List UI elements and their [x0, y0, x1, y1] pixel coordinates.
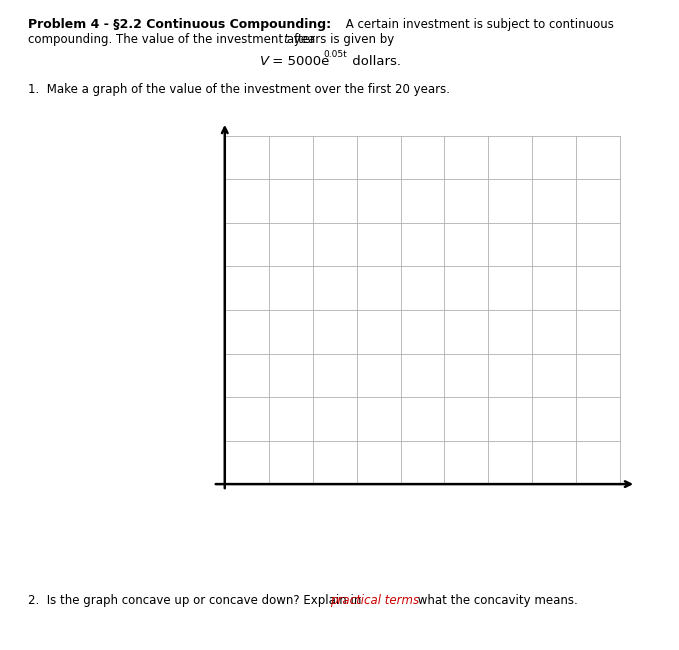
Text: 0.05t: 0.05t: [323, 50, 347, 59]
Text: compounding. The value of the investment after: compounding. The value of the investment…: [28, 33, 318, 46]
Text: dollars.: dollars.: [348, 55, 401, 68]
Text: practical terms: practical terms: [330, 594, 419, 607]
Text: A certain investment is subject to continuous: A certain investment is subject to conti…: [342, 18, 614, 31]
Text: what the concavity means.: what the concavity means.: [414, 594, 578, 607]
Text: years is given by: years is given by: [290, 33, 394, 46]
Text: Problem 4 - §2.2 Continuous Compounding:: Problem 4 - §2.2 Continuous Compounding:: [28, 18, 331, 31]
Text: = 5000e: = 5000e: [268, 55, 329, 68]
Text: t: t: [283, 33, 288, 46]
Text: V: V: [260, 55, 269, 68]
Text: 2.  Is the graph concave up or concave down? Explain in: 2. Is the graph concave up or concave do…: [28, 594, 365, 607]
Text: 1.  Make a graph of the value of the investment over the first 20 years.: 1. Make a graph of the value of the inve…: [28, 83, 450, 96]
